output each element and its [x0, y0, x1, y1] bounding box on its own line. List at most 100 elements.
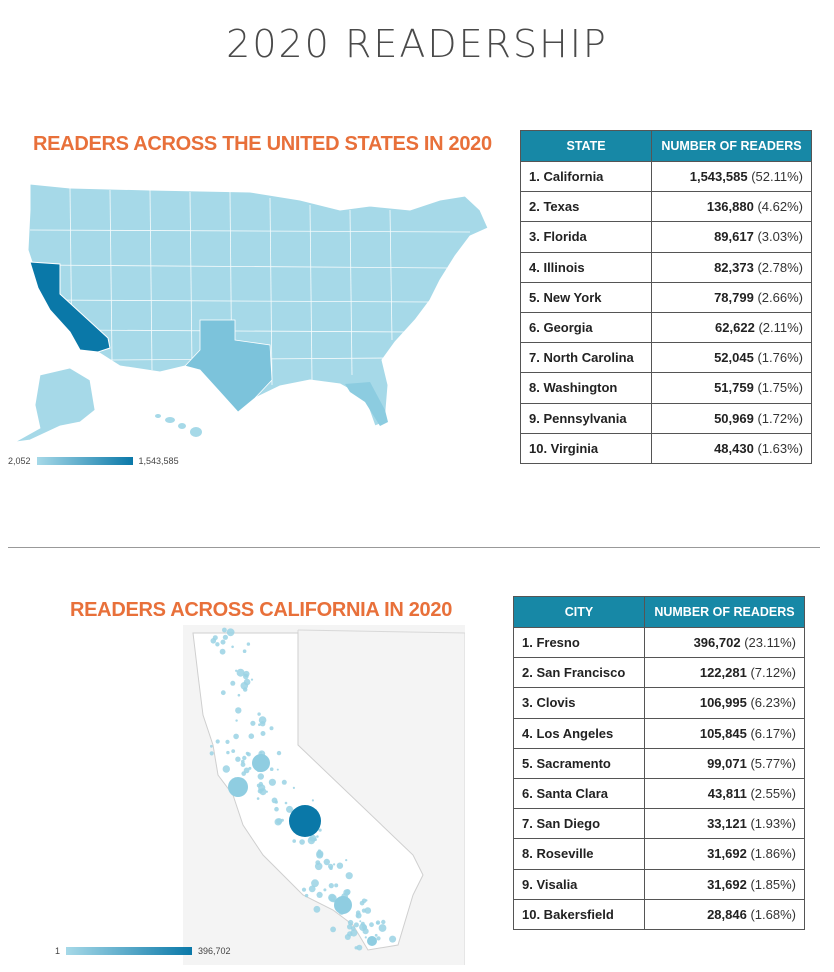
state-row-value-cell: 1,543,585 (52.11%)	[651, 160, 812, 193]
city-dot	[209, 751, 214, 756]
city-dot	[330, 926, 336, 933]
state-table: STATE NUMBER OF READERS 1. California 1,5…	[520, 130, 812, 464]
city-dot	[243, 673, 249, 680]
city-dot	[257, 773, 264, 780]
city-row-value-cell: 28,846 (1.68%)	[644, 898, 805, 930]
city-dot	[246, 752, 251, 757]
city-dot	[250, 720, 256, 726]
city-row-value: 31,692	[707, 876, 747, 892]
ca-legend: 1 396,702	[55, 946, 231, 956]
state-row-name: 6. Georgia	[520, 311, 652, 344]
city-row-value-cell: 99,071 (5.77%)	[644, 747, 805, 779]
section-divider	[8, 547, 820, 548]
city-dot	[364, 936, 367, 939]
us-legend: 2,052 1,543,585	[8, 456, 179, 466]
city-row-percent: (6.23%)	[750, 695, 796, 711]
us-map-title: READERS ACROSS THE UNITED STATES IN 2020	[33, 133, 492, 155]
state-col-header: STATE	[520, 130, 652, 162]
city-row-name: 3. Clovis	[513, 687, 645, 719]
state-row-name: 2. Texas	[520, 191, 652, 223]
city-dot	[269, 726, 274, 731]
city-row-value: 122,281	[699, 665, 747, 681]
city-dot	[240, 762, 246, 767]
state-row: 2. Texas 136,880 (4.62%)	[520, 191, 812, 223]
city-dot	[328, 863, 334, 869]
city-dot	[323, 858, 330, 866]
city-dot	[318, 828, 322, 832]
city-dot	[292, 839, 296, 843]
city-dot	[220, 690, 226, 696]
city-dot	[237, 693, 241, 697]
city-row-name: 4. Los Angeles	[513, 717, 645, 749]
state-row: 4. Illinois 82,373 (2.78%)	[520, 251, 812, 283]
city-dot	[226, 750, 230, 755]
state-row: 1. California 1,543,585 (52.11%)	[520, 160, 812, 193]
state-row-value-cell: 78,799 (2.66%)	[651, 281, 812, 313]
city-row-value: 396,702	[693, 635, 741, 651]
city-dot	[215, 739, 220, 744]
city-dot	[268, 778, 276, 786]
city-dot	[313, 905, 321, 913]
city-row-value: 33,121	[707, 816, 747, 832]
city-dot	[292, 786, 295, 789]
city-dot	[311, 799, 314, 802]
city-dot	[347, 931, 353, 937]
city-row-name: 9. Visalia	[513, 868, 645, 900]
city-row-percent: (1.85%)	[750, 876, 796, 892]
ca-map-graphic	[183, 625, 466, 965]
city-table: CITY NUMBER OF READERS 1. Fresno 396,702 …	[513, 596, 805, 930]
city-dot	[233, 733, 239, 740]
state-row-name: 8. Washington	[520, 372, 652, 404]
city-dot	[220, 639, 226, 645]
city-dot	[362, 928, 369, 935]
city-row-name: 10. Bakersfield	[513, 898, 645, 930]
city-row-value-cell: 31,692 (1.85%)	[644, 868, 805, 900]
city-dot	[274, 818, 282, 826]
city-row-percent: (23.11%)	[744, 635, 796, 651]
state-row-value: 136,880	[706, 199, 754, 215]
state-row-value: 50,969	[714, 410, 754, 426]
city-dot	[308, 885, 316, 893]
city-dot	[210, 744, 213, 748]
city-row: 3. Clovis 106,995 (6.23%)	[513, 687, 805, 719]
state-row-percent: (4.62%)	[757, 199, 803, 215]
ca-map-title: READERS ACROSS CALIFORNIA IN 2020	[70, 599, 453, 621]
city-dot	[236, 668, 245, 677]
city-row-name: 5. Sacramento	[513, 747, 645, 779]
city-row-value: 106,995	[699, 695, 747, 711]
city-dot	[316, 851, 324, 859]
city-row-value-cell: 106,995 (6.23%)	[644, 687, 805, 719]
city-row-percent: (1.86%)	[750, 846, 796, 862]
state-row-percent: (2.11%)	[758, 320, 803, 336]
city-row-percent: (1.93%)	[750, 816, 796, 832]
city-dot	[316, 891, 323, 898]
city-dot	[248, 733, 255, 739]
city-dot	[243, 767, 250, 774]
city-row-value-cell: 105,845 (6.17%)	[644, 717, 805, 749]
city-dot	[269, 767, 274, 771]
city-dot	[242, 755, 247, 761]
state-row: 9. Pennsylvania 50,969 (1.72%)	[520, 402, 812, 434]
state-row-name: 4. Illinois	[520, 251, 652, 283]
state-row-value-cell: 62,622 (2.11%)	[651, 311, 812, 344]
hawaii-shape	[155, 414, 202, 437]
city-dot	[222, 634, 228, 640]
readers-col-header: NUMBER OF READERS	[651, 130, 812, 162]
city-dot	[257, 712, 261, 716]
us-map-graphic	[14, 183, 489, 443]
city-dot	[328, 883, 334, 889]
california-outline	[192, 632, 424, 951]
state-row-percent: (1.63%)	[757, 440, 803, 456]
city-dot	[356, 915, 359, 918]
city-dot	[246, 642, 251, 646]
city-dot	[226, 628, 235, 637]
city-dot	[222, 765, 230, 773]
city-col-header: CITY	[513, 596, 645, 628]
city-row-value-cell: 43,811 (2.55%)	[644, 777, 805, 810]
city-dot	[365, 899, 368, 902]
state-row-value: 52,045	[714, 350, 754, 366]
state-row-value-cell: 89,617 (3.03%)	[651, 221, 812, 253]
state-row-value-cell: 82,373 (2.78%)	[651, 251, 812, 283]
city-dot	[323, 888, 327, 892]
state-row-value: 78,799	[714, 289, 754, 305]
